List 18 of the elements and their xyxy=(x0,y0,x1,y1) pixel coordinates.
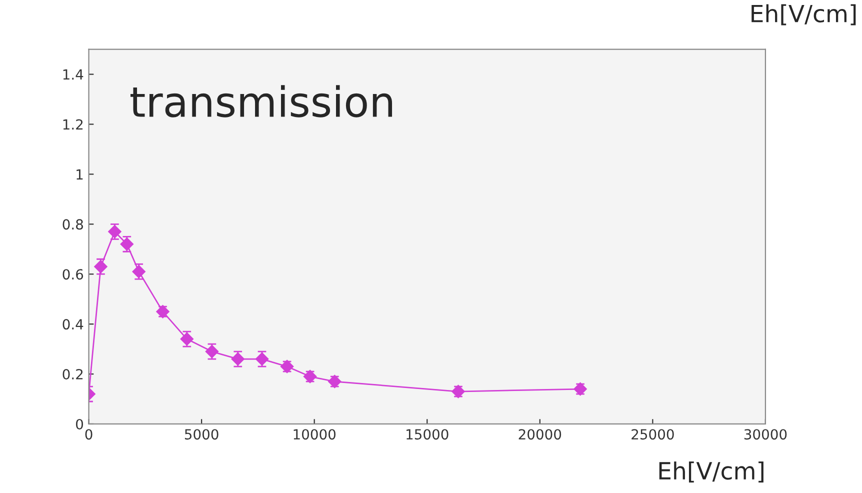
x-tick-label: 25000 xyxy=(632,429,674,440)
text: Eh[V/cm] xyxy=(752,4,856,26)
y-tick-label: 0 xyxy=(76,418,84,430)
x-tick-label: 10000 xyxy=(294,429,336,440)
y-tick-label: 0.2 xyxy=(62,368,83,380)
y-tick-label: 0.8 xyxy=(62,219,83,230)
x-tick-label: 0 xyxy=(85,429,92,440)
y-tick-label: 0.6 xyxy=(62,269,84,280)
y-tick-label: 1 xyxy=(76,169,83,180)
y-tick-label: 1.4 xyxy=(63,69,84,80)
y-tick-label: 0.4 xyxy=(62,319,84,330)
x-axis-title: Eh[V/cm] xyxy=(659,461,764,483)
x-tick-label: 30000 xyxy=(744,429,787,440)
y-tick-label: 1.2 xyxy=(63,119,83,130)
x-tick-label: 20000 xyxy=(518,429,562,440)
annotation: transmission xyxy=(130,85,392,118)
x-tick-label: 5000 xyxy=(184,429,218,440)
x-tick-label: 15000 xyxy=(406,429,448,440)
